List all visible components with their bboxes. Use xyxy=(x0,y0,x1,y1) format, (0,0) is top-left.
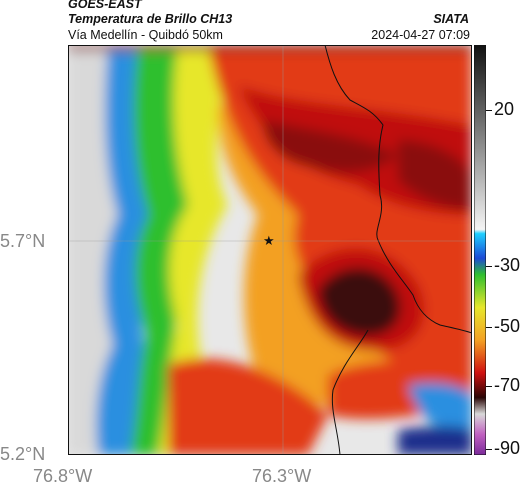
map-frame xyxy=(68,45,472,455)
product-title: Temperatura de Brillo CH13 xyxy=(68,12,233,26)
temperature-field xyxy=(68,45,472,455)
colorbar xyxy=(474,45,486,455)
lon-label-76-8: 76.8°W xyxy=(33,466,93,486)
colorbar-label-minus70: -70 xyxy=(494,375,521,395)
colorbar-tick xyxy=(486,386,492,387)
organization-label: SIATA xyxy=(433,12,469,26)
lon-label-76-3: 76.3°W xyxy=(252,466,312,486)
satellite-title: GOES-EAST xyxy=(68,0,142,11)
region-subtitle: Vía Medellín - Quibdó 50km xyxy=(68,28,223,42)
colorbar-label-20: 20 xyxy=(494,99,515,119)
datetime-label: 2024-04-27 07:09 xyxy=(371,28,470,42)
brightness-temperature-map: ★ xyxy=(68,45,472,455)
colorbar-label-minus30: -30 xyxy=(494,255,521,275)
colorbar-tick xyxy=(486,327,492,328)
location-star-icon: ★ xyxy=(263,234,275,249)
colorbar-tick xyxy=(486,266,492,267)
colorbar-tick xyxy=(486,449,492,450)
lat-label-5-2: 5.2°N xyxy=(0,444,46,464)
lat-label-5-7: 5.7°N xyxy=(0,231,46,251)
colorbar-label-minus90: -90 xyxy=(494,438,521,458)
coastline-border xyxy=(324,45,472,455)
colorbar-label-minus50: -50 xyxy=(494,316,521,336)
colorbar-tick xyxy=(486,110,492,111)
